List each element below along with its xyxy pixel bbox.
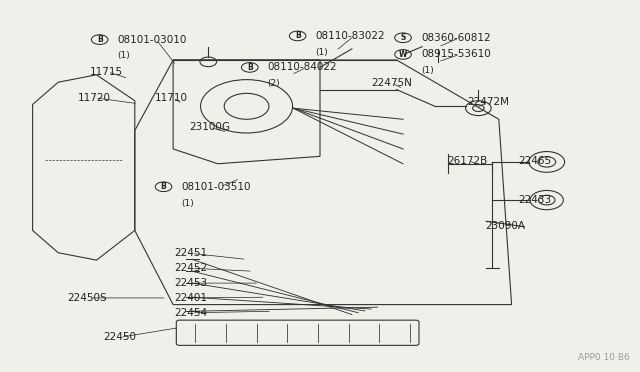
Text: 22401: 22401	[174, 293, 207, 303]
Text: 08101-03010: 08101-03010	[118, 35, 187, 45]
Text: (1): (1)	[181, 199, 194, 208]
Text: 22450S: 22450S	[68, 293, 108, 303]
Text: 22465: 22465	[518, 156, 551, 166]
Text: 23090A: 23090A	[484, 221, 525, 231]
Text: 11715: 11715	[90, 67, 124, 77]
Text: S: S	[401, 33, 406, 42]
Text: 22451: 22451	[174, 248, 207, 259]
Text: 22454: 22454	[174, 308, 207, 318]
Text: (1): (1)	[316, 48, 328, 57]
Text: 08101-03510: 08101-03510	[181, 182, 251, 192]
Text: 08915-53610: 08915-53610	[421, 49, 491, 60]
Text: 23100G: 23100G	[189, 122, 230, 132]
Text: (2): (2)	[268, 79, 280, 88]
Text: 26172B: 26172B	[448, 156, 488, 166]
Text: 22452: 22452	[174, 263, 207, 273]
Text: 08110-84022: 08110-84022	[268, 62, 337, 73]
Text: B: B	[295, 31, 301, 41]
Text: (1): (1)	[118, 51, 131, 60]
Text: 22433: 22433	[518, 195, 551, 205]
Text: 22450: 22450	[103, 332, 136, 342]
Text: (1): (1)	[421, 66, 434, 75]
Text: 11710: 11710	[156, 93, 188, 103]
Text: B: B	[97, 35, 102, 44]
Text: B: B	[247, 63, 253, 72]
Text: 22475N: 22475N	[371, 78, 412, 88]
Text: APP0 10 B6: APP0 10 B6	[578, 353, 630, 362]
Text: 08110-83022: 08110-83022	[316, 31, 385, 41]
Text: B: B	[161, 182, 166, 191]
Text: W: W	[399, 50, 407, 59]
Text: 11720: 11720	[77, 93, 110, 103]
Text: 22453: 22453	[174, 278, 207, 288]
Text: 22472M: 22472M	[467, 96, 509, 106]
Text: 08360-60812: 08360-60812	[421, 33, 490, 43]
